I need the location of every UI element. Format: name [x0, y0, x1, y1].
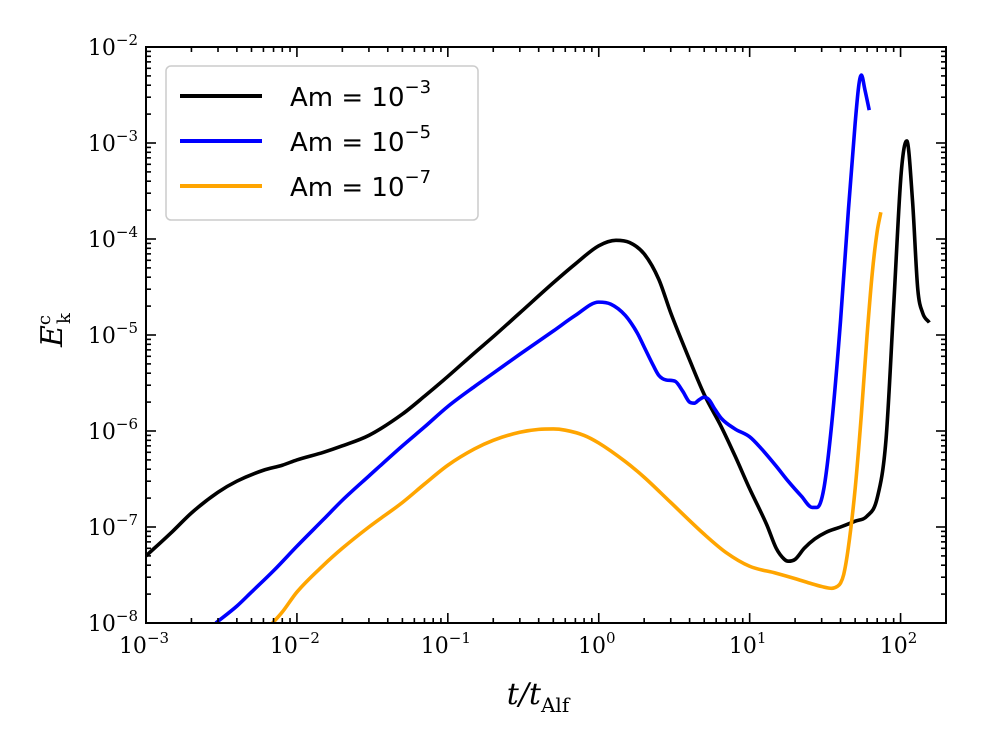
tick-label-layer: 10−3 10−2 10−1 100 101 10210−810−710−610−510−… — [88, 31, 917, 659]
x-tick-label-5-base: 10 — [880, 634, 908, 659]
x-tick-label-3-base: 10 — [578, 634, 606, 659]
y-tick-label-6: 10−2 — [88, 31, 138, 61]
legend-label-series-2-exp: −7 — [405, 167, 432, 188]
legend-label-series-1: Am = 10−5 — [290, 122, 431, 158]
x-axis-label-sub: Alf — [540, 693, 571, 717]
x-tick-label-5: 102 — [880, 629, 918, 659]
y-tick-label-4-exp: −4 — [116, 223, 138, 241]
y-tick-label-0-base: 10 — [88, 612, 116, 637]
legend-label-series-0-main: Am = 10 — [290, 83, 405, 113]
y-axis-label: Eck — [34, 312, 75, 348]
y-tick-label-1-exp: −7 — [116, 511, 138, 529]
x-tick-label-5-exp: 2 — [908, 629, 918, 647]
x-tick-label-2-base: 10 — [421, 634, 449, 659]
x-tick-label-4-base: 10 — [729, 634, 757, 659]
x-tick-label-1-base: 10 — [270, 634, 298, 659]
x-tick-label-2: 10−1 — [421, 629, 471, 659]
y-tick-label-1: 10−7 — [88, 511, 138, 541]
x-tick-label-3-exp: 0 — [606, 629, 616, 647]
series-line-1 — [214, 73, 872, 623]
x-tick-label-0-base: 10 — [119, 634, 147, 659]
y-tick-label-5-base: 10 — [88, 132, 116, 157]
legend-label-series-2-main: Am = 10 — [290, 173, 405, 203]
x-axis-label-base: t/t — [507, 677, 542, 712]
y-tick-label-0-exp: −8 — [116, 607, 138, 625]
x-tick-label-3: 100 — [578, 629, 616, 659]
legend: Am = 10−3 Am = 10−5 Am = 10−7 — [165, 65, 479, 221]
series-line-2 — [271, 211, 883, 623]
x-tick-label-1-exp: −2 — [298, 629, 320, 647]
y-tick-label-6-exp: −2 — [116, 31, 138, 49]
y-tick-label-3-base: 10 — [88, 324, 116, 349]
legend-label-series-2: Am = 10−7 — [290, 167, 431, 203]
y-tick-label-0: 10−8 — [88, 607, 138, 637]
x-tick-label-0-exp: −3 — [147, 629, 169, 647]
x-tick-label-1: 10−2 — [270, 629, 320, 659]
y-axis-label-sup: c — [34, 315, 55, 325]
x-tick-label-2-exp: −1 — [449, 629, 471, 647]
legend-box — [165, 65, 479, 221]
y-tick-label-1-base: 10 — [88, 516, 116, 541]
y-tick-label-4: 10−4 — [88, 223, 138, 253]
tick-layer — [145, 46, 947, 624]
y-tick-label-6-base: 10 — [88, 36, 116, 61]
x-axis-label: t/tAlf — [507, 677, 571, 717]
x-tick-label-4: 101 — [729, 629, 767, 659]
legend-label-series-1-main: Am = 10 — [290, 128, 405, 158]
legend-label-series-0-exp: −3 — [405, 77, 432, 98]
y-tick-label-3-exp: −5 — [116, 319, 138, 337]
y-axis-label-base: E — [35, 325, 70, 348]
series-line-0 — [146, 139, 931, 564]
y-tick-label-2-base: 10 — [88, 420, 116, 445]
y-tick-label-4-base: 10 — [88, 228, 116, 253]
series-layer — [146, 73, 931, 623]
legend-label-series-1-exp: −5 — [405, 122, 432, 143]
x-tick-label-4-exp: 1 — [757, 629, 767, 647]
legend-label-series-0: Am = 10−3 — [290, 77, 431, 113]
y-tick-label-2: 10−6 — [88, 415, 138, 445]
x-tick-label-0: 10−3 — [119, 629, 169, 659]
y-axis-label-sub: k — [54, 312, 75, 324]
y-tick-label-2-exp: −6 — [116, 415, 138, 433]
y-tick-label-5: 10−3 — [88, 127, 138, 157]
y-tick-label-5-exp: −3 — [116, 127, 138, 145]
y-tick-label-3: 10−5 — [88, 319, 138, 349]
